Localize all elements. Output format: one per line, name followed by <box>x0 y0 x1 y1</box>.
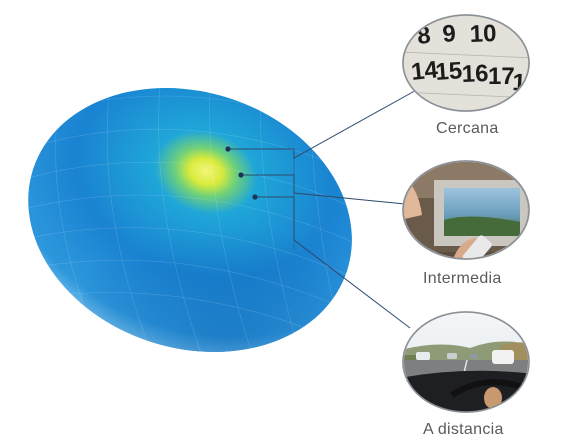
label-intermediate: Intermedia <box>423 270 502 287</box>
calendar-number: 15 <box>435 57 464 86</box>
tv-remote-image <box>402 160 530 260</box>
road-driving-image <box>402 311 530 413</box>
label-near: Cercana <box>436 120 499 137</box>
calendar-number: 16 <box>461 60 489 88</box>
calendar-number: 9 <box>442 20 457 48</box>
leader-lines <box>228 87 421 329</box>
calendar-image: 8 9 10 14 15 16 17 18 <box>402 14 530 112</box>
leader-dots <box>225 146 258 200</box>
calendar-number: 8 <box>416 22 432 50</box>
lens-body <box>19 84 381 380</box>
calendar-number: 10 <box>469 20 497 48</box>
calendar-number: 14 <box>410 56 440 86</box>
calendar-number: 17 <box>488 63 515 90</box>
label-distance: A distancia <box>423 421 504 438</box>
